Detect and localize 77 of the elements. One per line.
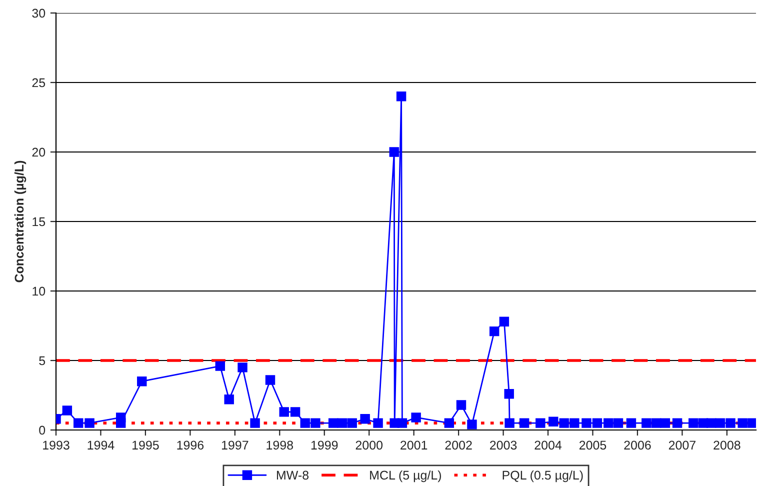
- point: [310, 418, 320, 428]
- point: [137, 376, 147, 386]
- y-tick-label: 30: [32, 8, 46, 18]
- point: [642, 418, 652, 428]
- y-tick-label: 20: [32, 148, 46, 157]
- x-tick-label: 2003: [490, 440, 517, 450]
- point: [592, 418, 602, 428]
- point: [726, 418, 736, 428]
- point: [337, 418, 348, 428]
- point: [604, 418, 614, 428]
- point: [672, 418, 682, 428]
- point: [411, 412, 421, 422]
- point: [660, 418, 670, 428]
- point: [444, 418, 454, 428]
- point: [396, 92, 406, 102]
- point: [626, 418, 636, 428]
- x-tick-label: 2004: [534, 440, 562, 450]
- y-tick-label: 0: [39, 426, 46, 435]
- y-tick-label: 10: [32, 286, 46, 296]
- x-tick-label: 2000: [356, 440, 383, 450]
- x-tick-label: 1998: [266, 440, 294, 450]
- point: [559, 418, 569, 428]
- point: [536, 418, 546, 428]
- y-axis-title: Concentration (µg/L): [14, 160, 26, 282]
- point: [74, 418, 84, 428]
- point: [715, 418, 726, 428]
- point: [706, 418, 716, 428]
- x-tick-label: 1994: [88, 440, 114, 450]
- point: [328, 418, 338, 428]
- x-tick-label: 2007: [668, 440, 696, 450]
- point: [116, 418, 126, 428]
- x-tick-label: 1996: [177, 440, 204, 450]
- point: [300, 418, 310, 428]
- point: [467, 420, 477, 430]
- point: [397, 418, 408, 428]
- point: [548, 416, 558, 427]
- point: [290, 407, 300, 417]
- point: [582, 418, 592, 428]
- x-tick-label: 2006: [624, 440, 651, 450]
- point: [748, 418, 756, 428]
- y-tick-label: 5: [39, 356, 46, 366]
- point: [738, 418, 748, 428]
- legend-label: PQL (0.5 µg/L): [502, 470, 583, 482]
- point: [504, 418, 514, 428]
- x-tick-label: 1999: [311, 440, 338, 450]
- point: [499, 316, 510, 326]
- point: [279, 407, 289, 417]
- point: [250, 418, 260, 428]
- point: [688, 418, 698, 428]
- point: [489, 326, 500, 336]
- legend-label: MCL (5 µg/L): [370, 470, 442, 482]
- point: [347, 418, 357, 428]
- point: [504, 389, 514, 399]
- x-tick-label: 2002: [445, 440, 472, 450]
- point: [456, 400, 466, 410]
- point: [62, 406, 72, 416]
- point: [570, 418, 580, 428]
- y-tick-label: 25: [32, 78, 46, 88]
- point: [613, 418, 624, 428]
- point: [373, 418, 383, 428]
- x-tick-label: 2001: [400, 440, 428, 450]
- x-tick-label: 2005: [579, 440, 606, 450]
- point: [238, 362, 248, 372]
- legend-label: MW-8: [276, 470, 309, 480]
- y-tick-label: 15: [32, 217, 46, 226]
- point: [224, 394, 234, 404]
- x-tick-label: 1995: [132, 440, 159, 450]
- point: [389, 147, 400, 157]
- point: [84, 418, 94, 428]
- x-tick-label: 2008: [714, 440, 740, 450]
- point: [265, 375, 276, 385]
- x-tick-label: 1993: [43, 440, 70, 450]
- x-tick-label: 1997: [222, 440, 248, 450]
- point: [360, 414, 370, 424]
- point: [651, 418, 662, 428]
- point: [519, 418, 530, 428]
- point: [215, 361, 226, 371]
